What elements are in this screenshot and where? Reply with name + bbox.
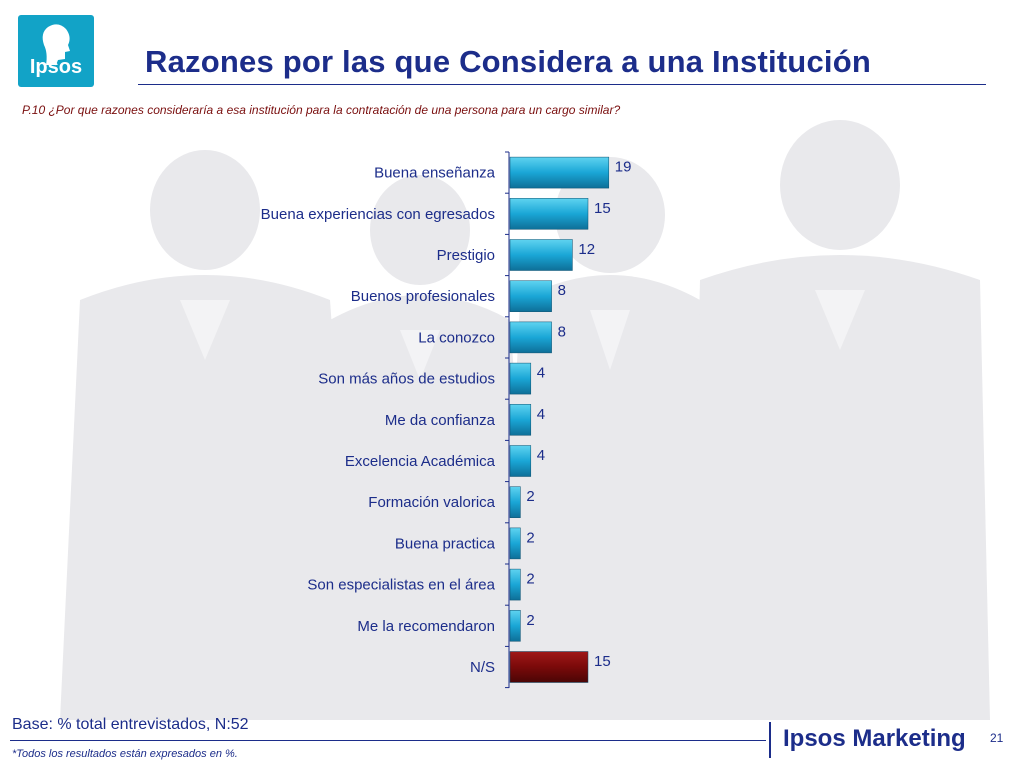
value-label: 15: [594, 653, 611, 670]
category-label: N/S: [470, 659, 495, 676]
bar: [509, 239, 573, 271]
value-label: 15: [594, 200, 611, 217]
category-label: Me la recomendaron: [357, 618, 495, 635]
category-label: Prestigio: [437, 247, 495, 264]
brand-name: Ipsos Marketing: [783, 725, 966, 752]
page-title: Razones por las que Considera a una Inst…: [145, 44, 871, 79]
category-label: Son especialistas en el área: [307, 577, 495, 594]
value-label: 8: [558, 323, 566, 340]
bar: [509, 651, 589, 683]
value-label: 2: [526, 571, 534, 588]
base-note: Base: % total entrevistados, N:52: [12, 716, 249, 733]
value-label: 4: [537, 406, 545, 423]
value-label: 12: [578, 241, 595, 258]
category-label: Excelencia Académica: [345, 453, 496, 470]
brand-separator: [769, 722, 771, 758]
category-label: Buenos profesionales: [351, 288, 495, 305]
footnote: *Todos los resultados están expresados e…: [12, 748, 238, 760]
bar: [509, 280, 552, 312]
value-label: 8: [558, 282, 566, 299]
bar: [509, 486, 521, 518]
title-divider: [138, 84, 986, 85]
logo-text: Ipsos: [29, 56, 83, 78]
value-label: 4: [537, 447, 545, 464]
category-label: La conozco: [418, 329, 495, 346]
head-silhouette-icon: [42, 24, 70, 65]
bar: [509, 156, 610, 189]
value-label: 4: [537, 365, 545, 382]
bar: [509, 445, 532, 477]
footer-divider: [10, 740, 766, 741]
bar: [509, 321, 552, 354]
bar: [509, 610, 521, 642]
category-label: Formación valorica: [368, 494, 495, 511]
category-label: Buena experiencias con egresados: [261, 206, 495, 223]
page-number: 21: [990, 731, 1004, 745]
bar: [509, 198, 589, 230]
value-label: 19: [615, 159, 632, 176]
category-label: Son más años de estudios: [318, 371, 495, 388]
value-label: 2: [526, 612, 534, 629]
bar: [509, 527, 521, 560]
bar: [509, 362, 532, 395]
bar: [509, 568, 521, 601]
category-label: Buena practica: [395, 535, 496, 552]
bar: [509, 404, 532, 436]
category-label: Me da confianza: [385, 412, 496, 429]
ipsos-logo: Ipsos: [18, 15, 94, 87]
value-label: 2: [526, 529, 534, 546]
question-text: P.10 ¿Por que razones consideraría a esa…: [22, 103, 621, 117]
value-label: 2: [526, 488, 534, 505]
category-label: Buena enseñanza: [374, 165, 496, 182]
